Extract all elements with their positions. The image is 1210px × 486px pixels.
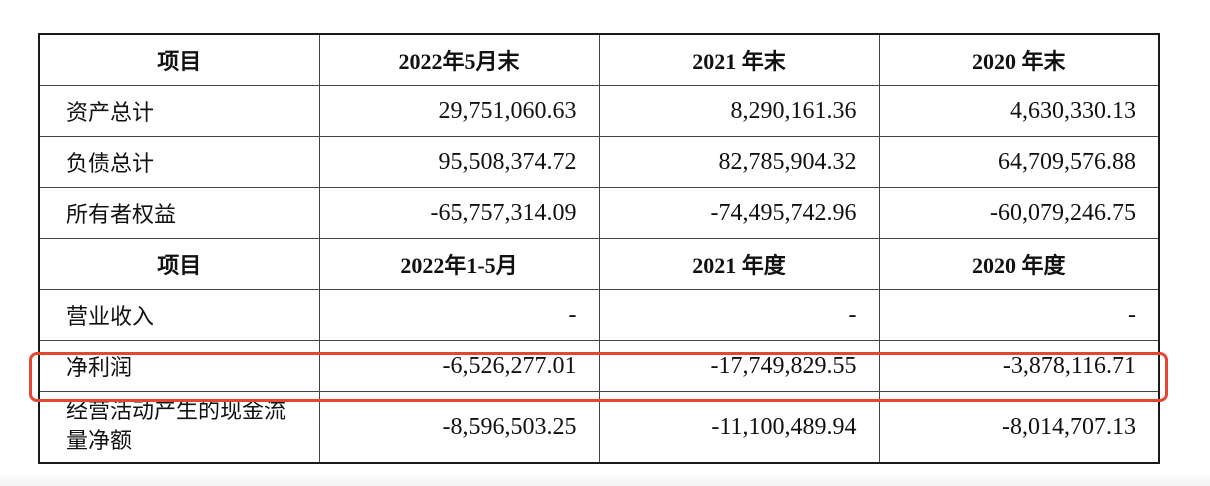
income-header-row: 项目 2022年1-5月 2021 年度 2020 年度 xyxy=(38,238,1160,290)
header-2021-year: 2021 年度 xyxy=(598,238,880,290)
cell-value: -74,495,742.96 xyxy=(598,187,880,239)
cell-value: 95,508,374.72 xyxy=(318,136,600,188)
cell-value: -3,878,116.71 xyxy=(878,340,1160,392)
cell-value: 64,709,576.88 xyxy=(878,136,1160,188)
cell-value: -65,757,314.09 xyxy=(318,187,600,239)
header-2022-may-end: 2022年5月末 xyxy=(318,33,600,86)
header-2021-end: 2021 年末 xyxy=(598,33,880,86)
financial-summary-table: 项目 2022年5月末 2021 年末 2020 年末 资产总计 29,751,… xyxy=(38,33,1160,464)
table-row: 负债总计 95,508,374.72 82,785,904.32 64,709,… xyxy=(38,136,1160,188)
cell-value: -11,100,489.94 xyxy=(598,391,880,464)
table-row: 净利润 -6,526,277.01 -17,749,829.55 -3,878,… xyxy=(38,340,1160,392)
row-label-operating-revenue: 营业收入 xyxy=(38,289,320,341)
cell-value: 82,785,904.32 xyxy=(598,136,880,188)
row-label-total-liabilities: 负债总计 xyxy=(38,136,320,188)
header-2020-end: 2020 年末 xyxy=(878,33,1160,86)
cell-value: -60,079,246.75 xyxy=(878,187,1160,239)
balance-header-row: 项目 2022年5月末 2021 年末 2020 年末 xyxy=(38,33,1160,86)
header-2020-year: 2020 年度 xyxy=(878,238,1160,290)
row-label-owners-equity: 所有者权益 xyxy=(38,187,320,239)
cell-value: - xyxy=(318,289,600,341)
cell-value: - xyxy=(878,289,1160,341)
table-row: 所有者权益 -65,757,314.09 -74,495,742.96 -60,… xyxy=(38,187,1160,239)
cell-value: 8,290,161.36 xyxy=(598,85,880,137)
cell-value: 4,630,330.13 xyxy=(878,85,1160,137)
row-label-total-assets: 资产总计 xyxy=(38,85,320,137)
cell-value: 29,751,060.63 xyxy=(318,85,600,137)
header-2022-jan-may: 2022年1-5月 xyxy=(318,238,600,290)
cell-value: - xyxy=(598,289,880,341)
row-label-net-profit: 净利润 xyxy=(38,340,320,392)
table-row: 资产总计 29,751,060.63 8,290,161.36 4,630,33… xyxy=(38,85,1160,137)
cell-value: -17,749,829.55 xyxy=(598,340,880,392)
row-label-operating-cash-flow: 经营活动产生的现金流量净额 xyxy=(38,391,320,464)
bottom-edge-shadow xyxy=(0,472,1210,486)
header-item: 项目 xyxy=(38,238,320,290)
table-row: 营业收入 - - - xyxy=(38,289,1160,341)
table-row: 经营活动产生的现金流量净额 -8,596,503.25 -11,100,489.… xyxy=(38,391,1160,464)
cell-value: -8,596,503.25 xyxy=(318,391,600,464)
header-item: 项目 xyxy=(38,33,320,86)
cell-value: -8,014,707.13 xyxy=(878,391,1160,464)
cell-value: -6,526,277.01 xyxy=(318,340,600,392)
